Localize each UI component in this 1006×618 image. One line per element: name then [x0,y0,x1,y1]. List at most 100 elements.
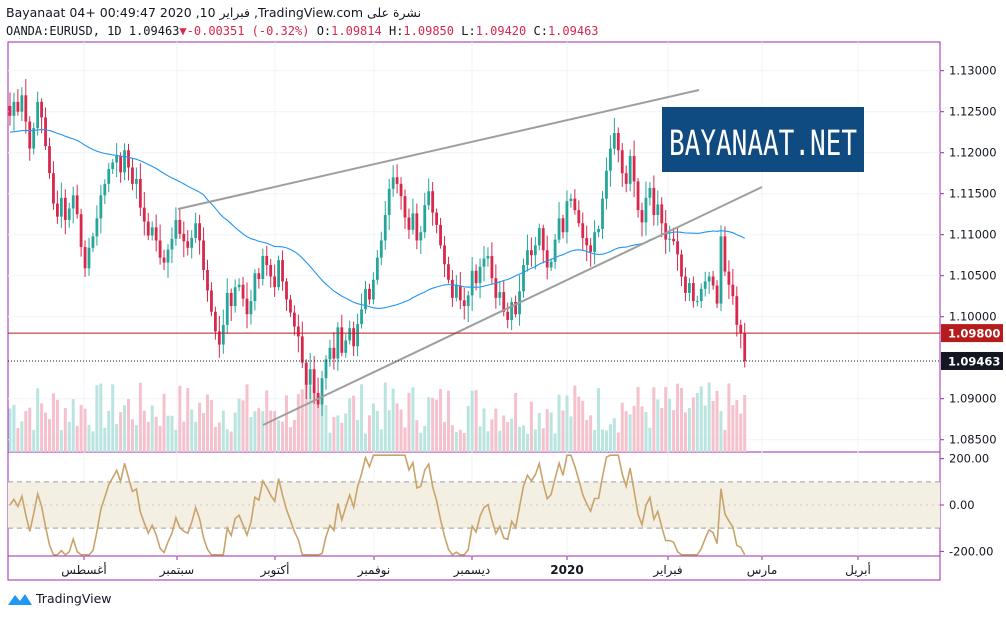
candle-body [731,284,735,297]
volume-bar [348,398,352,452]
lower-trend-line[interactable] [262,186,763,426]
candle-body [265,256,269,266]
candle-body [174,219,178,239]
candle-body [609,148,612,171]
time-axis[interactable]: أغسطس سبتمبر أكتوبر نوفمبر ديسمبر 2020 فبراير م… [61,556,871,578]
candle-body [289,299,292,313]
candle-body [466,295,470,307]
y-tick-label: 1.08500 [949,433,997,447]
volume-bar [450,425,454,452]
candle-body [154,227,158,241]
y-tick-label: 1.10500 [949,269,997,283]
volume-bar [680,387,683,452]
volume-bar [332,417,336,452]
candle-body [403,196,407,218]
upper-trend-line[interactable] [177,89,700,210]
candle-body [300,336,304,363]
candle-body [119,155,122,173]
candle-body [502,292,506,312]
candle-body [632,155,636,182]
volume-bar [616,432,620,452]
symbol-label[interactable]: OANDA:EURUSD, 1D [6,24,122,38]
candle-body [336,327,340,359]
candle-body [549,261,553,268]
volume-bar [55,399,59,452]
candle-body [727,271,731,285]
horizontal-price-lines [8,332,940,362]
candle-body [522,265,525,292]
volume-bar [367,415,371,452]
candle-body [127,150,130,168]
volume-bar [683,412,687,452]
volume-bar [518,426,522,452]
volume-bar [636,386,640,452]
watermark-logo: BAYANAAT.NET [662,107,864,172]
candle-body [391,177,395,189]
volume-bar [221,410,225,452]
x-tick-label: فبراير [652,563,682,578]
candle-body [210,290,213,312]
candle-body [257,273,261,279]
candle-body [680,254,683,277]
candle-body [557,218,561,240]
candle-body [71,195,75,209]
volume-bar [198,402,202,452]
tradingview-footer[interactable]: TradingView [8,591,112,606]
volume-bar [261,411,265,452]
volume-bar [391,388,395,452]
volume-bar [498,430,502,452]
volume-bar [502,415,506,452]
candle-body [245,298,249,315]
volume-bar [154,416,158,452]
candle-body [494,278,498,298]
volume-bar [213,426,217,452]
candle-body [8,105,12,116]
volume-bar [664,386,668,452]
volume-bar [589,415,593,452]
volume-bar [340,422,344,452]
volume-bar [644,412,648,452]
volume-bar [443,422,446,452]
candle-body [206,269,209,291]
volume-bar [522,425,525,452]
candle-body [387,188,391,216]
volume-bar [134,425,138,452]
volume-bar [652,387,656,452]
volume-bar [419,432,423,452]
candle-body [198,223,201,241]
price-axis[interactable]: 1.13000 1.12500 1.12000 1.11500 1.11000 1.105… [940,64,1003,559]
candle-body [545,250,549,268]
candle-body [443,245,446,265]
volume-bar [111,384,115,452]
volume-bar [71,399,75,452]
candle-body [419,232,423,241]
volume-bar [249,417,253,452]
close-value: 1.09463 [547,24,599,38]
volume-bar [537,413,541,452]
candle-body [241,284,245,299]
candle-body [364,288,367,310]
candle-body [664,223,668,240]
candle-body [277,260,280,288]
candle-body [372,279,375,300]
watermark-text: BAYANAAT.NET [669,124,857,164]
volume-bar [245,384,249,452]
candle-body [328,347,332,360]
candle-body [107,169,111,184]
candle-body [59,197,63,217]
x-tick-label: 2020 [550,563,583,577]
volume-bar [375,411,379,452]
volume-bar [446,390,450,452]
candle-body [158,240,162,258]
candle-body [285,281,288,300]
volume-bar [115,424,119,452]
volume-bar [138,382,142,452]
candle-body [573,198,577,211]
volume-bar [356,420,360,452]
volume-bar [28,407,32,452]
footer-brand: TradingView [36,591,112,606]
cci-indicator [8,454,940,556]
last-price: 1.09463 [128,24,180,38]
candle-body [383,215,387,241]
